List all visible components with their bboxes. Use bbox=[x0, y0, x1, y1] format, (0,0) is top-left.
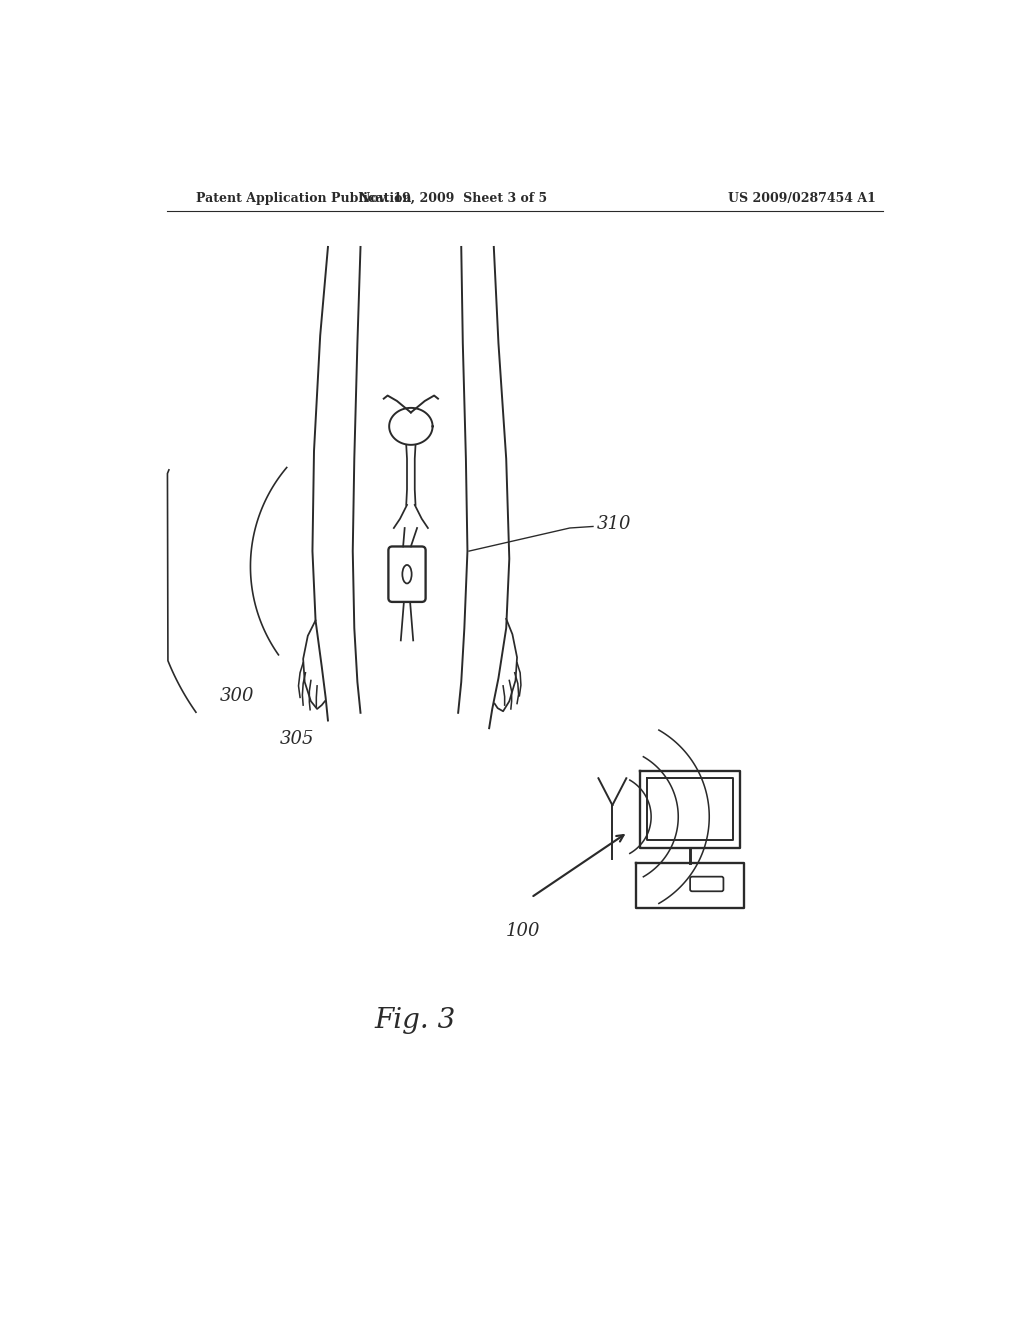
Text: 310: 310 bbox=[597, 515, 632, 533]
Text: US 2009/0287454 A1: US 2009/0287454 A1 bbox=[728, 191, 877, 205]
Text: Fig. 3: Fig. 3 bbox=[374, 1007, 456, 1035]
Text: Nov. 19, 2009  Sheet 3 of 5: Nov. 19, 2009 Sheet 3 of 5 bbox=[359, 191, 548, 205]
Text: 100: 100 bbox=[506, 923, 541, 940]
Text: 305: 305 bbox=[280, 730, 314, 747]
Text: Patent Application Publication: Patent Application Publication bbox=[197, 191, 412, 205]
Text: 300: 300 bbox=[219, 688, 254, 705]
